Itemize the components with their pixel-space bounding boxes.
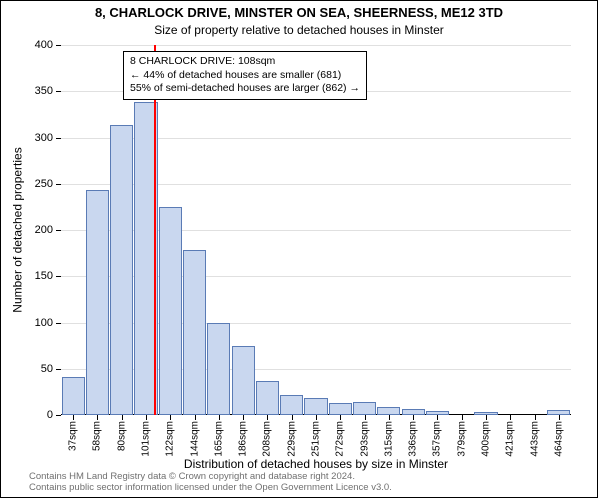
y-tick bbox=[56, 184, 61, 185]
footnote-line: Contains public sector information licen… bbox=[29, 483, 392, 494]
y-tick-label: 200 bbox=[35, 224, 53, 236]
x-tick-label: 293sqm bbox=[359, 421, 370, 457]
x-tick-label: 315sqm bbox=[383, 421, 394, 457]
histogram-bar bbox=[377, 407, 400, 415]
x-tick bbox=[510, 415, 511, 420]
histogram-bar bbox=[232, 346, 255, 415]
histogram-bar bbox=[86, 190, 109, 415]
x-tick bbox=[292, 415, 293, 420]
y-tick bbox=[56, 415, 61, 416]
histogram-bar bbox=[207, 323, 230, 415]
y-tick-label: 100 bbox=[35, 317, 53, 329]
x-tick-label: 80sqm bbox=[116, 421, 127, 451]
y-tick-label: 50 bbox=[41, 363, 53, 375]
y-tick bbox=[56, 138, 61, 139]
histogram-bar bbox=[304, 398, 327, 415]
gridline bbox=[61, 45, 571, 46]
x-tick bbox=[170, 415, 171, 420]
x-tick bbox=[559, 415, 560, 420]
y-tick-label: 250 bbox=[35, 178, 53, 190]
x-tick bbox=[389, 415, 390, 420]
footnote: Contains HM Land Registry data © Crown c… bbox=[29, 472, 392, 494]
marker-line bbox=[154, 45, 156, 415]
x-tick bbox=[195, 415, 196, 420]
histogram-bar bbox=[280, 395, 303, 415]
x-tick-label: 144sqm bbox=[189, 421, 200, 457]
x-tick bbox=[340, 415, 341, 420]
y-axis-label: Number of detached properties bbox=[11, 45, 25, 415]
x-tick bbox=[122, 415, 123, 420]
x-tick bbox=[535, 415, 536, 420]
x-tick-label: 58sqm bbox=[92, 421, 103, 451]
x-tick bbox=[486, 415, 487, 420]
callout-line: ← 44% of detached houses are smaller (68… bbox=[130, 69, 360, 83]
x-tick-label: 443sqm bbox=[529, 421, 540, 457]
x-tick bbox=[219, 415, 220, 420]
page-subtitle: Size of property relative to detached ho… bbox=[1, 23, 597, 37]
histogram-bar bbox=[62, 377, 85, 415]
x-tick-label: 272sqm bbox=[335, 421, 346, 457]
histogram-bar bbox=[329, 403, 352, 415]
x-tick-label: 165sqm bbox=[213, 421, 224, 457]
callout-box: 8 CHARLOCK DRIVE: 108sqm← 44% of detache… bbox=[123, 51, 367, 100]
y-tick bbox=[56, 369, 61, 370]
x-tick bbox=[365, 415, 366, 420]
x-tick bbox=[437, 415, 438, 420]
y-tick-label: 0 bbox=[47, 409, 53, 421]
x-tick-label: 379sqm bbox=[456, 421, 467, 457]
y-tick bbox=[56, 323, 61, 324]
x-axis-label: Distribution of detached houses by size … bbox=[61, 457, 571, 471]
x-tick bbox=[97, 415, 98, 420]
x-tick-label: 208sqm bbox=[262, 421, 273, 457]
x-tick-label: 186sqm bbox=[238, 421, 249, 457]
histogram-bar bbox=[159, 207, 182, 415]
callout-line: 55% of semi-detached houses are larger (… bbox=[130, 82, 360, 96]
y-tick-label: 300 bbox=[35, 132, 53, 144]
x-tick-label: 122sqm bbox=[165, 421, 176, 457]
y-tick-label: 150 bbox=[35, 270, 53, 282]
histogram-bar bbox=[183, 250, 206, 415]
x-tick-label: 336sqm bbox=[408, 421, 419, 457]
callout-line: 8 CHARLOCK DRIVE: 108sqm bbox=[130, 55, 360, 69]
y-tick-label: 350 bbox=[35, 85, 53, 97]
x-tick bbox=[267, 415, 268, 420]
y-tick bbox=[56, 45, 61, 46]
x-tick bbox=[462, 415, 463, 420]
x-tick-label: 464sqm bbox=[553, 421, 564, 457]
x-tick bbox=[413, 415, 414, 420]
chart-plot-area: 05010015020025030035040037sqm58sqm80sqm1… bbox=[61, 45, 571, 415]
y-tick bbox=[56, 230, 61, 231]
x-tick bbox=[73, 415, 74, 420]
histogram-bar bbox=[353, 402, 376, 415]
y-tick bbox=[56, 276, 61, 277]
x-tick-label: 421sqm bbox=[505, 421, 516, 457]
x-tick-label: 229sqm bbox=[286, 421, 297, 457]
x-tick bbox=[146, 415, 147, 420]
x-tick-label: 400sqm bbox=[481, 421, 492, 457]
x-tick bbox=[243, 415, 244, 420]
y-tick bbox=[56, 91, 61, 92]
page-title: 8, CHARLOCK DRIVE, MINSTER ON SEA, SHEER… bbox=[1, 5, 597, 20]
y-tick-label: 400 bbox=[35, 39, 53, 51]
x-tick-label: 357sqm bbox=[432, 421, 443, 457]
histogram-bar bbox=[256, 381, 279, 415]
histogram-bar bbox=[110, 125, 133, 415]
x-tick-label: 37sqm bbox=[68, 421, 79, 451]
x-tick bbox=[316, 415, 317, 420]
x-tick-label: 101sqm bbox=[141, 421, 152, 457]
x-tick-label: 251sqm bbox=[311, 421, 322, 457]
chart-frame: 8, CHARLOCK DRIVE, MINSTER ON SEA, SHEER… bbox=[0, 0, 598, 498]
